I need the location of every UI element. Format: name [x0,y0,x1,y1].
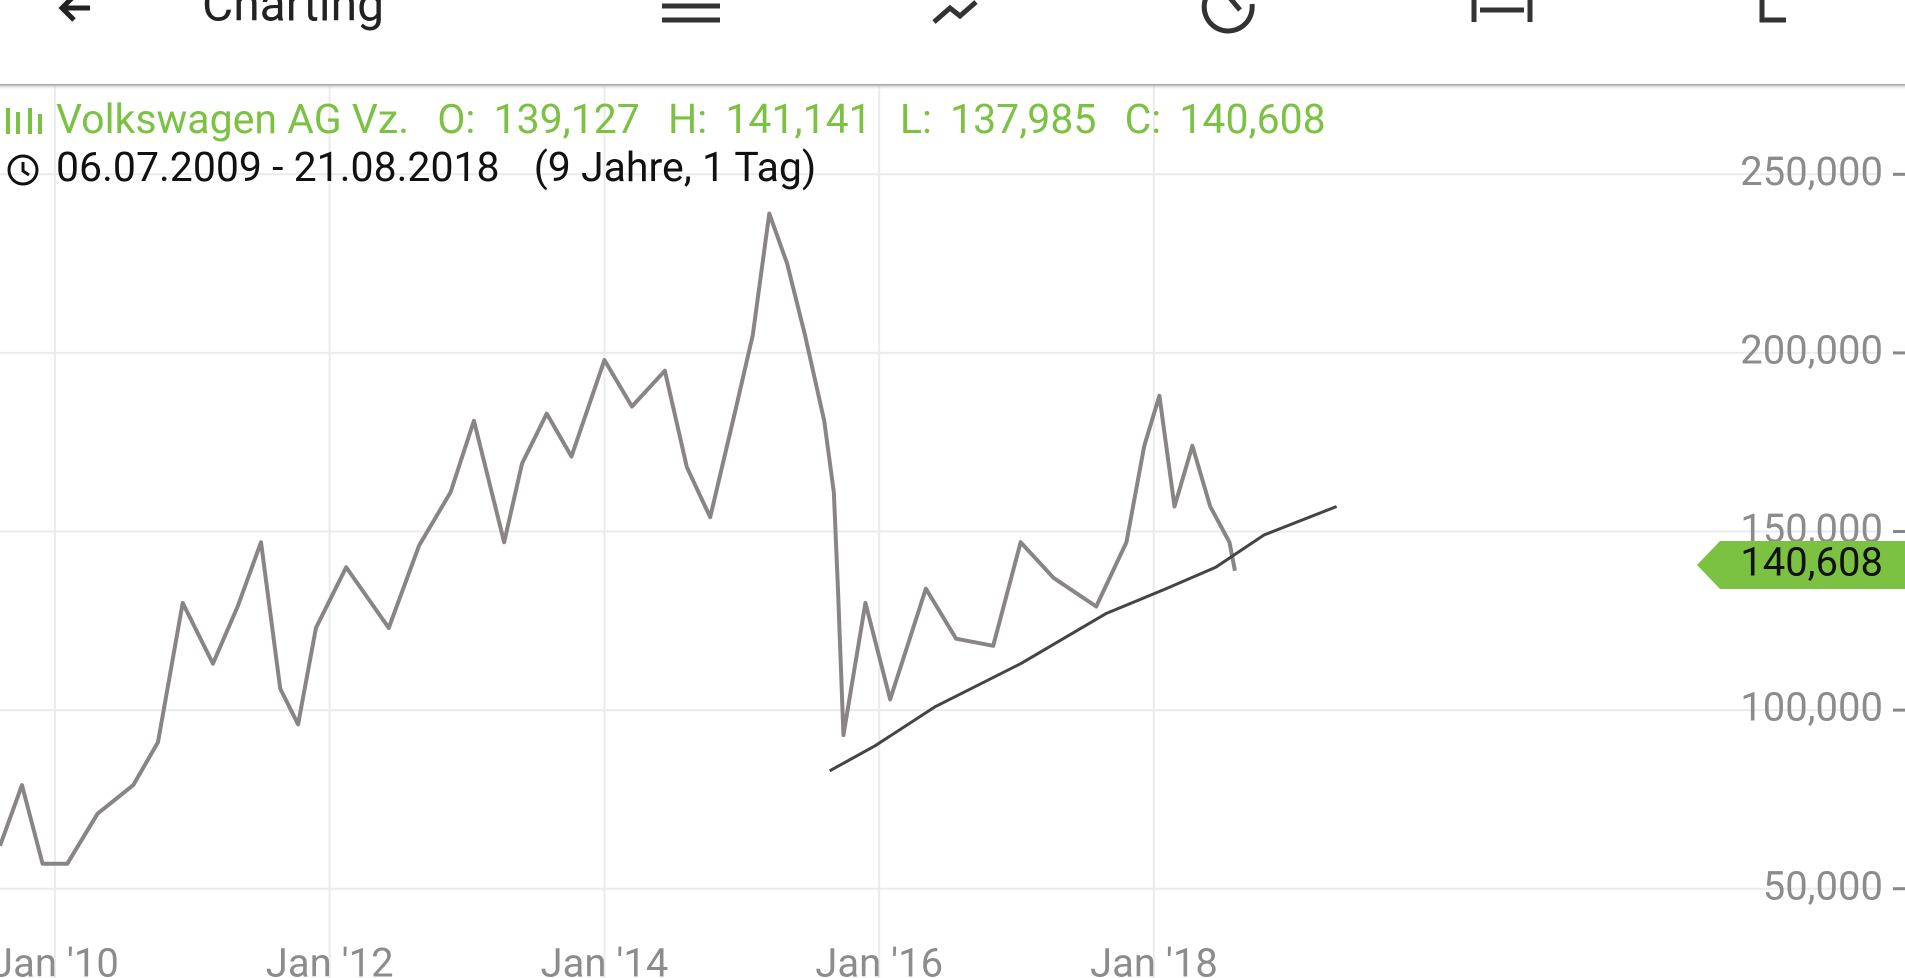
date-range: 06.07.2009 - 21.08.2018 [56,144,500,192]
app-bar-shadow [0,84,1905,90]
moving-average-line [828,505,1338,773]
time-icon[interactable] [1201,0,1255,34]
last-price-label: 140,608 [1740,539,1883,586]
range-icon[interactable] [1471,0,1533,22]
high-label: H: [668,96,707,144]
open-value: 139,127 [494,96,640,144]
high-value: 141,141 [725,96,871,144]
last-price-tag [1697,541,1905,590]
price-line [0,211,1237,866]
y-tick-label: 200,000 [1740,326,1883,373]
low-value: 137,985 [950,96,1096,144]
close-label: C: [1125,96,1162,144]
open-label: O: [437,96,475,144]
app-bar-bg [0,0,1905,84]
y-tick-label: 100,000 [1740,684,1883,731]
close-value: 140,608 [1179,96,1325,144]
back-button[interactable] [58,0,90,22]
app-bar: Charting [0,0,1905,90]
menu-icon[interactable] [662,3,720,23]
chart-type-icon[interactable] [6,108,42,134]
app-title: Charting [202,0,384,33]
x-tick-label: Jan '16 [815,940,943,978]
header-range: 06.07.2009 - 21.08.2018 (9 Jahre, 1 Tag) [56,144,816,192]
instrument-name: Volkswagen AG Vz. [56,96,409,144]
header-quote: Volkswagen AG Vz. O: 139,127 H: 141,141 … [56,96,1326,144]
x-tick-label: Jan '10 [0,940,119,978]
indicator-icon[interactable] [932,0,978,24]
clock-icon [7,154,39,186]
share-icon[interactable] [1759,0,1786,23]
chart-header: Volkswagen AG Vz. O: 139,127 H: 141,141 … [6,96,1326,192]
duration: (9 Jahre, 1 Tag) [534,144,816,192]
x-tick-label: Jan '14 [541,940,669,978]
low-label: L: [900,96,932,144]
x-tick-label: Jan '12 [266,940,394,978]
x-tick-label: Jan '18 [1090,940,1218,978]
clock-hand [21,162,30,177]
y-tick-label: 250,000 [1740,148,1883,195]
y-tick-label: 50,000 [1763,862,1883,909]
